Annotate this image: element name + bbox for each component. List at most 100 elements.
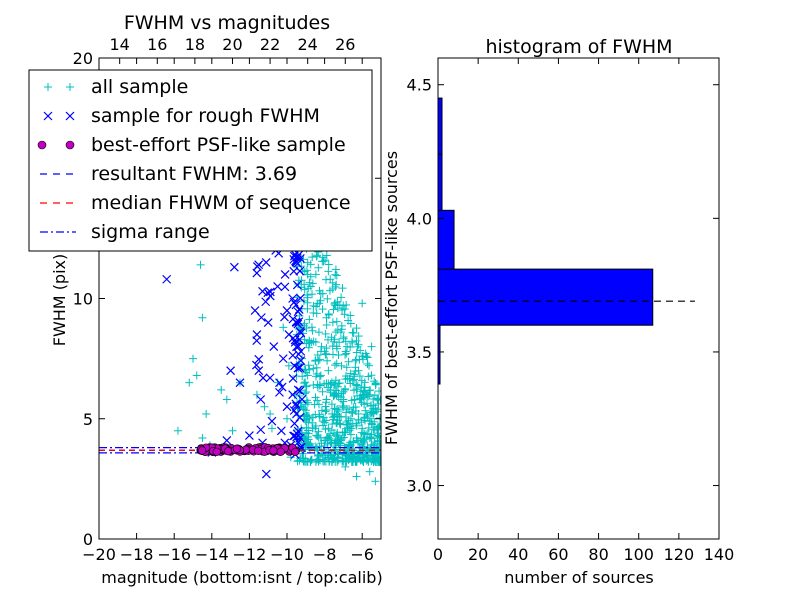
all-sample-point [352, 348, 361, 357]
legend-circle [65, 140, 75, 150]
all-sample-point [322, 405, 331, 414]
all-sample-point [307, 455, 316, 464]
all-sample-point [327, 333, 336, 342]
all-sample-point [351, 363, 360, 372]
all-sample-point [331, 265, 340, 274]
all-sample-point [222, 395, 231, 404]
all-sample-point [352, 385, 361, 394]
all-sample-point [332, 419, 341, 428]
legend-entry: median FHWM of sequence [40, 192, 351, 214]
x-b [261, 297, 271, 307]
rough-sample-point [280, 270, 290, 279]
x-tick-label: −8 [313, 545, 337, 564]
x-b [293, 363, 303, 373]
x-b [294, 349, 304, 359]
x-b [256, 395, 266, 404]
x-b [252, 262, 262, 271]
x-b [280, 312, 289, 322]
all-sample-point [357, 440, 366, 449]
all-sample-point [324, 267, 333, 276]
all-sample-point [365, 467, 374, 476]
x-b [222, 435, 232, 445]
all-sample-point [327, 450, 336, 459]
top-tick-label: 14 [110, 35, 130, 54]
all-sample-point [376, 395, 381, 404]
all-sample-point [217, 385, 226, 394]
rough-sample-point [297, 394, 307, 404]
all-sample-point [339, 334, 348, 343]
psf-sample-point [276, 447, 285, 456]
all-sample-point [349, 372, 358, 381]
rough-sample-point [295, 363, 305, 373]
top-tick-label: 18 [185, 35, 205, 54]
all-sample-point [363, 411, 372, 420]
all-sample-point [345, 442, 354, 451]
x-b [288, 350, 298, 360]
rough-sample-point [235, 378, 245, 388]
all-sample-point [352, 421, 361, 430]
all-sample-point [323, 453, 332, 462]
x-b [229, 262, 239, 272]
rough-sample-point [293, 437, 303, 447]
x-b [293, 342, 303, 352]
all-sample-point [366, 433, 375, 442]
fwhm-histogram-chart: 0 20 40 60 80 100 120 140 3.0 3.5 4.0 4.5 histogram… [382, 36, 734, 587]
legend-label: sigma range [91, 221, 210, 243]
all-sample-point [260, 402, 269, 411]
histogram-bar [437, 97, 443, 155]
rough-sample-point [258, 286, 267, 296]
all-sample-point [354, 438, 363, 447]
all-sample-point [357, 428, 366, 437]
x-b [162, 274, 172, 284]
rough-sample-point [295, 413, 305, 422]
all-sample-point [327, 426, 336, 435]
all-sample-point [307, 338, 316, 347]
all-sample-point [185, 378, 194, 387]
all-sample-point [314, 263, 323, 272]
x-b [288, 294, 298, 303]
x-b [278, 354, 288, 364]
rough-sample-point [263, 318, 273, 327]
all-sample-point [324, 311, 333, 320]
rough-sample-point [278, 354, 288, 364]
legend-circle [37, 140, 47, 150]
all-sample-point [332, 271, 341, 280]
rough-sample-point [293, 307, 303, 317]
all-sample-point [357, 394, 366, 403]
all-sample-point [342, 363, 351, 372]
all-sample-point [312, 309, 321, 318]
all-sample-point [312, 252, 321, 261]
x-tick-label: −14 [195, 545, 229, 564]
all-sample-point [337, 361, 346, 370]
all-sample-point [298, 449, 307, 458]
x-tick-label: 20 [468, 545, 488, 564]
rough-sample-point [265, 287, 275, 297]
x-tick-label: 60 [548, 545, 568, 564]
all-sample-point [373, 431, 381, 440]
all-sample-point [327, 438, 336, 447]
all-sample-point [367, 342, 376, 351]
all-sample-point [341, 462, 350, 471]
all-sample-point [340, 428, 349, 437]
right-plot-data [437, 97, 695, 385]
all-sample-point [306, 282, 315, 291]
x-b [265, 287, 275, 297]
all-sample-point [319, 257, 328, 266]
all-sample-point [322, 349, 331, 358]
top-tick-label: 24 [298, 35, 318, 54]
all-sample-point [339, 403, 348, 412]
x-b [294, 335, 304, 345]
all-sample-point [346, 453, 355, 462]
psf-sample-point [291, 447, 300, 456]
all-sample-point [352, 419, 361, 428]
rough-sample-point [290, 337, 300, 347]
all-sample-point [375, 414, 381, 423]
rough-sample-point [296, 328, 306, 338]
legend-entry: resultant FWHM: 3.69 [40, 163, 297, 185]
all-sample-point [301, 378, 310, 387]
all-sample-point [352, 336, 361, 345]
all-sample-point [364, 372, 373, 381]
x-b [256, 313, 266, 322]
all-sample-point [357, 376, 366, 385]
all-sample-point [313, 351, 322, 360]
